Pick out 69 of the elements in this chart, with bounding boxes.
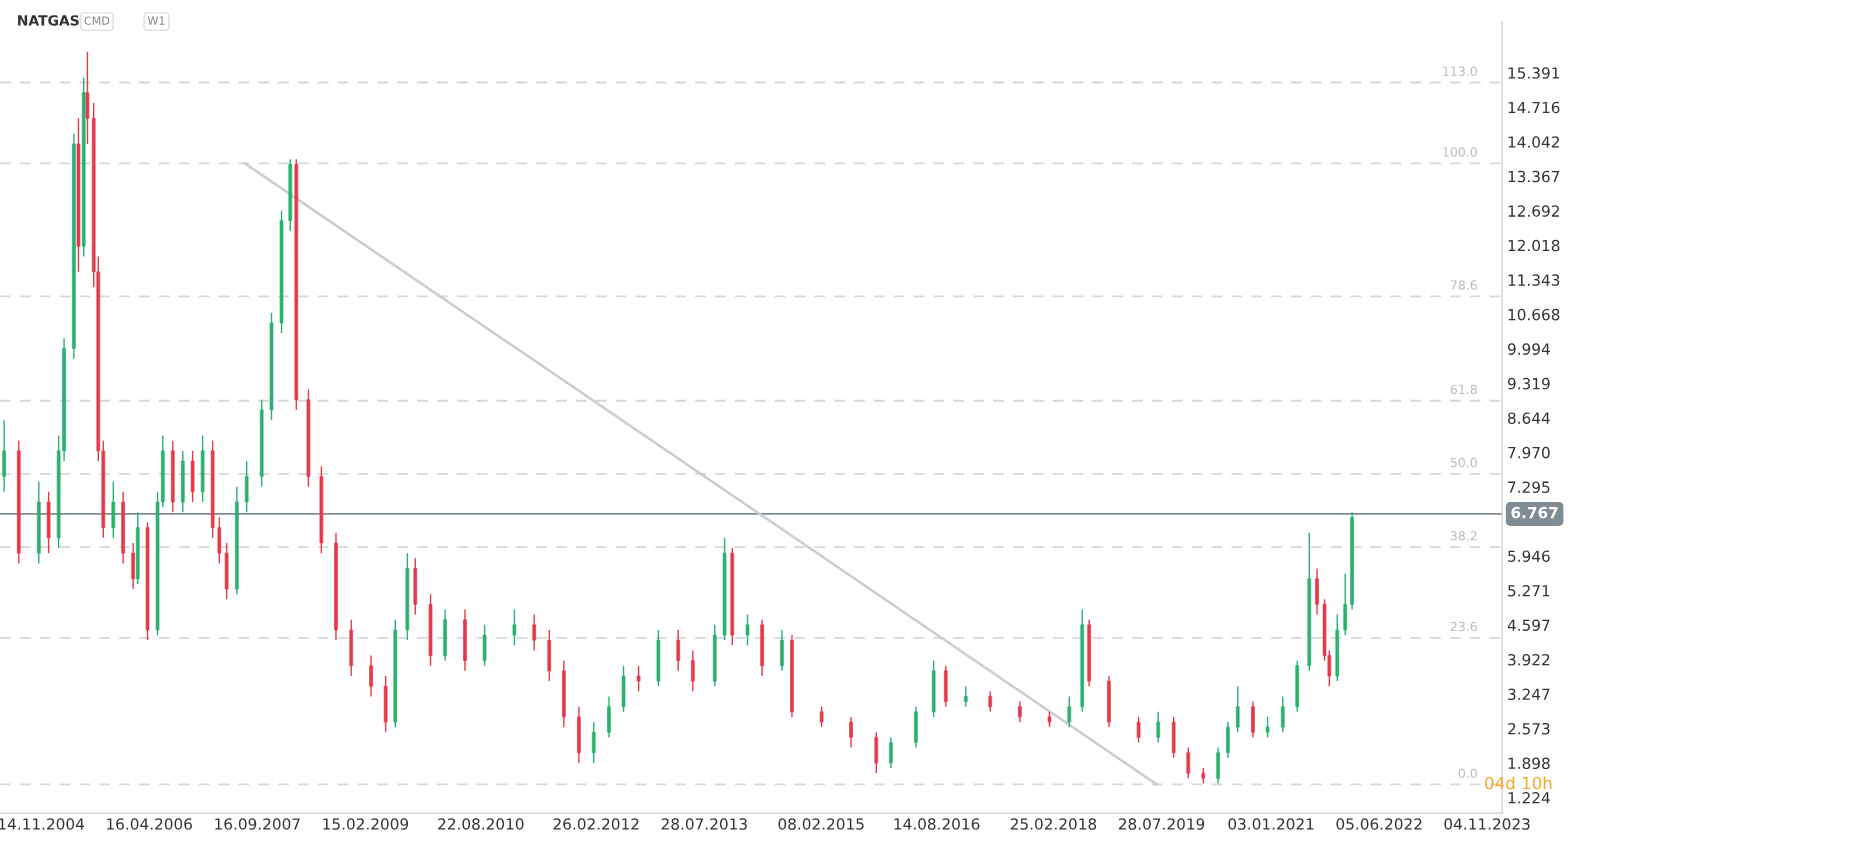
y-tick-label: 1.224 <box>1508 792 1550 804</box>
candlestick <box>988 690 993 713</box>
candlestick <box>1280 695 1285 733</box>
candlestick <box>1136 716 1141 744</box>
candlestick <box>636 665 641 693</box>
y-tick-label: 7.295 <box>1508 481 1550 493</box>
candlestick <box>512 608 517 646</box>
y-tick-label: 4.597 <box>1507 619 1550 631</box>
annotation: 38.2 <box>1450 531 1477 541</box>
candlestick <box>1067 695 1072 728</box>
annotation: W1 <box>147 16 165 25</box>
candlestick <box>1235 685 1240 733</box>
y-tick-label: 11.343 <box>1508 274 1560 286</box>
y-tick-label: 5.946 <box>1508 550 1550 562</box>
annotation: 78.6 <box>1450 280 1477 290</box>
x-tick-label: 28.07.2013 <box>661 818 747 830</box>
y-tick-label: 2.573 <box>1508 722 1550 735</box>
annotation: 113.0 <box>1443 66 1477 76</box>
candlestick <box>963 685 968 708</box>
annotation: CMD <box>84 16 110 25</box>
y-tick-label: 10.668 <box>1508 308 1560 321</box>
x-tick-label: 28.07.2019 <box>1118 818 1205 830</box>
x-tick-label: 14.11.2004 <box>0 818 84 830</box>
y-tick-label: 3.247 <box>1508 688 1550 701</box>
y-tick-label: 13.367 <box>1508 170 1560 183</box>
candlestick <box>819 705 824 728</box>
annotation: 100.0 <box>1443 147 1477 157</box>
candlestick <box>1018 700 1022 723</box>
candlestick <box>1156 711 1161 744</box>
candlestick <box>532 613 537 652</box>
x-tick-label: 26.02.2012 <box>553 818 639 830</box>
candlestick <box>591 721 596 764</box>
candlestick <box>691 649 695 693</box>
candlestick <box>1265 716 1270 739</box>
candlestick <box>745 613 750 646</box>
x-tick-label: 16.09.2007 <box>215 818 300 830</box>
y-tick-label: 3.922 <box>1508 653 1550 666</box>
y-tick-label: 12.692 <box>1508 205 1559 217</box>
y-tick-label: 15.391 <box>1508 67 1560 79</box>
y-tick-label: 9.994 <box>1507 343 1550 355</box>
candlestick <box>369 654 373 698</box>
candlestick <box>889 736 893 769</box>
x-tick-label: 16.04.2006 <box>107 818 192 830</box>
y-tick-label: 9.319 <box>1507 377 1550 390</box>
x-tick-label: 08.02.2015 <box>778 818 864 830</box>
y-tick-label: 12.018 <box>1508 239 1560 252</box>
annotation: 0.0 <box>1458 768 1477 778</box>
x-tick-label: 14.08.2016 <box>894 818 980 830</box>
annotation: 61.8 <box>1450 384 1477 395</box>
x-tick-label: 04.11.2023 <box>1444 818 1530 830</box>
annotation: 04d 10h <box>1485 776 1552 790</box>
y-tick-label: 7.970 <box>1508 446 1550 459</box>
x-tick-label: 25.02.2018 <box>1010 818 1097 830</box>
x-tick-label: 03.01.2021 <box>1228 818 1314 830</box>
candlestick <box>1186 746 1191 780</box>
y-tick-label: 14.042 <box>1508 136 1559 148</box>
y-tick-label: 14.716 <box>1508 101 1560 114</box>
x-tick-label: 22.08.2010 <box>438 818 524 830</box>
candlestick <box>676 629 681 672</box>
annotation: 23.6 <box>1450 621 1477 632</box>
ref-line-label: 6.767 <box>1511 506 1558 519</box>
y-tick-label: 8.644 <box>1508 412 1550 424</box>
candlestick <box>849 716 853 749</box>
annotation: 50.0 <box>1450 457 1477 468</box>
y-tick-label: 5.271 <box>1508 584 1550 597</box>
x-tick-label: 15.02.2009 <box>323 818 409 830</box>
chart-title: NATGAS <box>18 15 79 26</box>
y-tick-label: 1.898 <box>1508 757 1550 770</box>
x-tick-label: 05.06.2022 <box>1336 818 1422 830</box>
